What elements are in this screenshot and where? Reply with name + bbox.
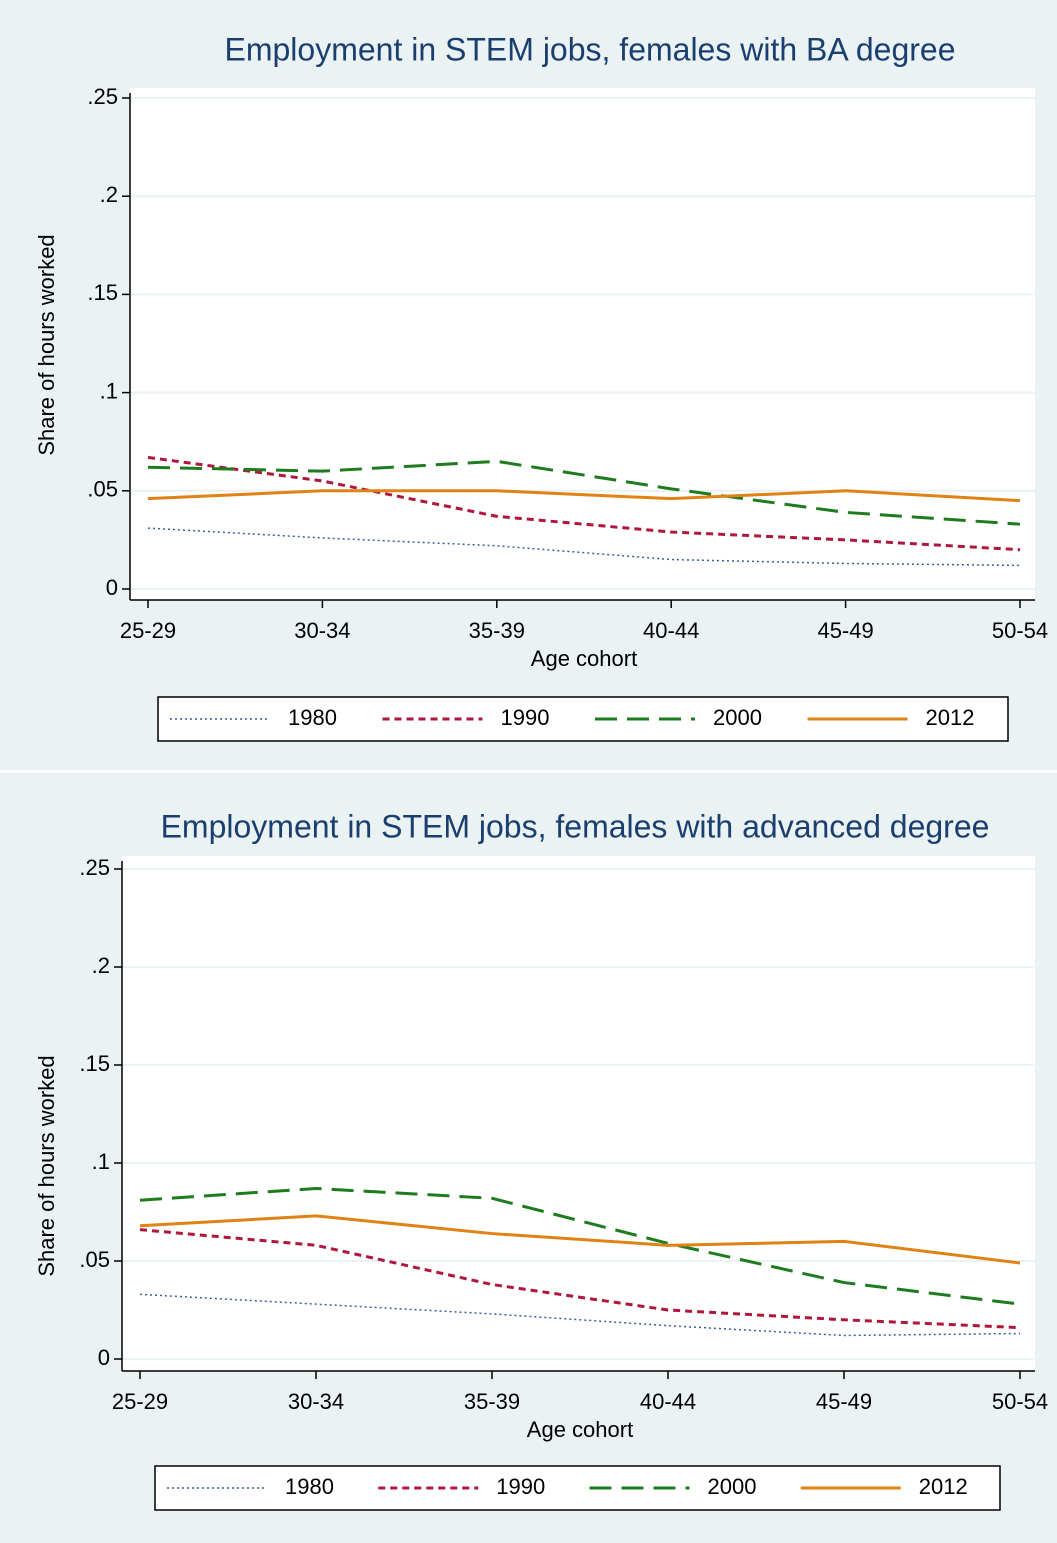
x-tick-label: 40-44 xyxy=(640,1389,696,1414)
chart-title: Employment in STEM jobs, females with ad… xyxy=(161,808,990,844)
y-axis-title: Share of hours worked xyxy=(34,234,59,455)
chart: Employment in STEM jobs, females with ad… xyxy=(0,773,1057,1543)
x-tick-label: 45-49 xyxy=(816,1389,872,1414)
x-tick-label: 50-54 xyxy=(992,618,1048,643)
legend-label: 1990 xyxy=(496,1474,545,1499)
y-tick-label: 0 xyxy=(98,1345,110,1370)
chart-title: Employment in STEM jobs, females with BA… xyxy=(225,31,956,67)
x-tick-label: 50-54 xyxy=(992,1389,1048,1414)
x-axis-title: Age cohort xyxy=(531,646,637,671)
series-line xyxy=(147,527,1021,567)
x-axis-title: Age cohort xyxy=(527,1417,633,1442)
x-tick-label: 25-29 xyxy=(112,1389,168,1414)
y-tick-label: .15 xyxy=(79,1051,110,1076)
y-tick-label: .1 xyxy=(92,1149,110,1174)
y-tick-label: .15 xyxy=(87,280,118,305)
series-line xyxy=(139,1293,1021,1337)
y-tick-label: .05 xyxy=(79,1247,110,1272)
legend-label: 2012 xyxy=(926,705,975,730)
chart: Employment in STEM jobs, females with BA… xyxy=(0,0,1057,770)
x-tick-label: 40-44 xyxy=(643,618,699,643)
legend-label: 1980 xyxy=(285,1474,334,1499)
x-tick-label: 30-34 xyxy=(294,618,350,643)
legend-label: 1980 xyxy=(288,705,337,730)
legend-label: 2012 xyxy=(919,1474,968,1499)
legend-label: 2000 xyxy=(713,705,762,730)
y-tick-label: .25 xyxy=(79,855,110,880)
plot-area xyxy=(130,88,1035,600)
x-tick-label: 35-39 xyxy=(464,1389,520,1414)
y-tick-label: .05 xyxy=(87,477,118,502)
series-line xyxy=(139,1228,1021,1330)
y-axis-title: Share of hours worked xyxy=(34,1055,59,1276)
x-tick-label: 30-34 xyxy=(288,1389,344,1414)
y-tick-label: .1 xyxy=(100,378,118,403)
legend-label: 2000 xyxy=(708,1474,757,1499)
series-line xyxy=(147,489,1021,503)
y-tick-label: 0 xyxy=(106,575,118,600)
x-tick-label: 45-49 xyxy=(817,618,873,643)
x-tick-label: 25-29 xyxy=(120,618,176,643)
series-line xyxy=(147,455,1021,552)
y-tick-label: .2 xyxy=(100,182,118,207)
x-tick-label: 35-39 xyxy=(469,618,525,643)
series-line xyxy=(147,459,1021,526)
y-tick-label: .2 xyxy=(92,953,110,978)
legend-label: 1990 xyxy=(501,705,550,730)
series-line xyxy=(139,1214,1021,1265)
series-line xyxy=(139,1186,1021,1306)
y-tick-label: .25 xyxy=(87,84,118,109)
plot-area xyxy=(122,856,1035,1371)
